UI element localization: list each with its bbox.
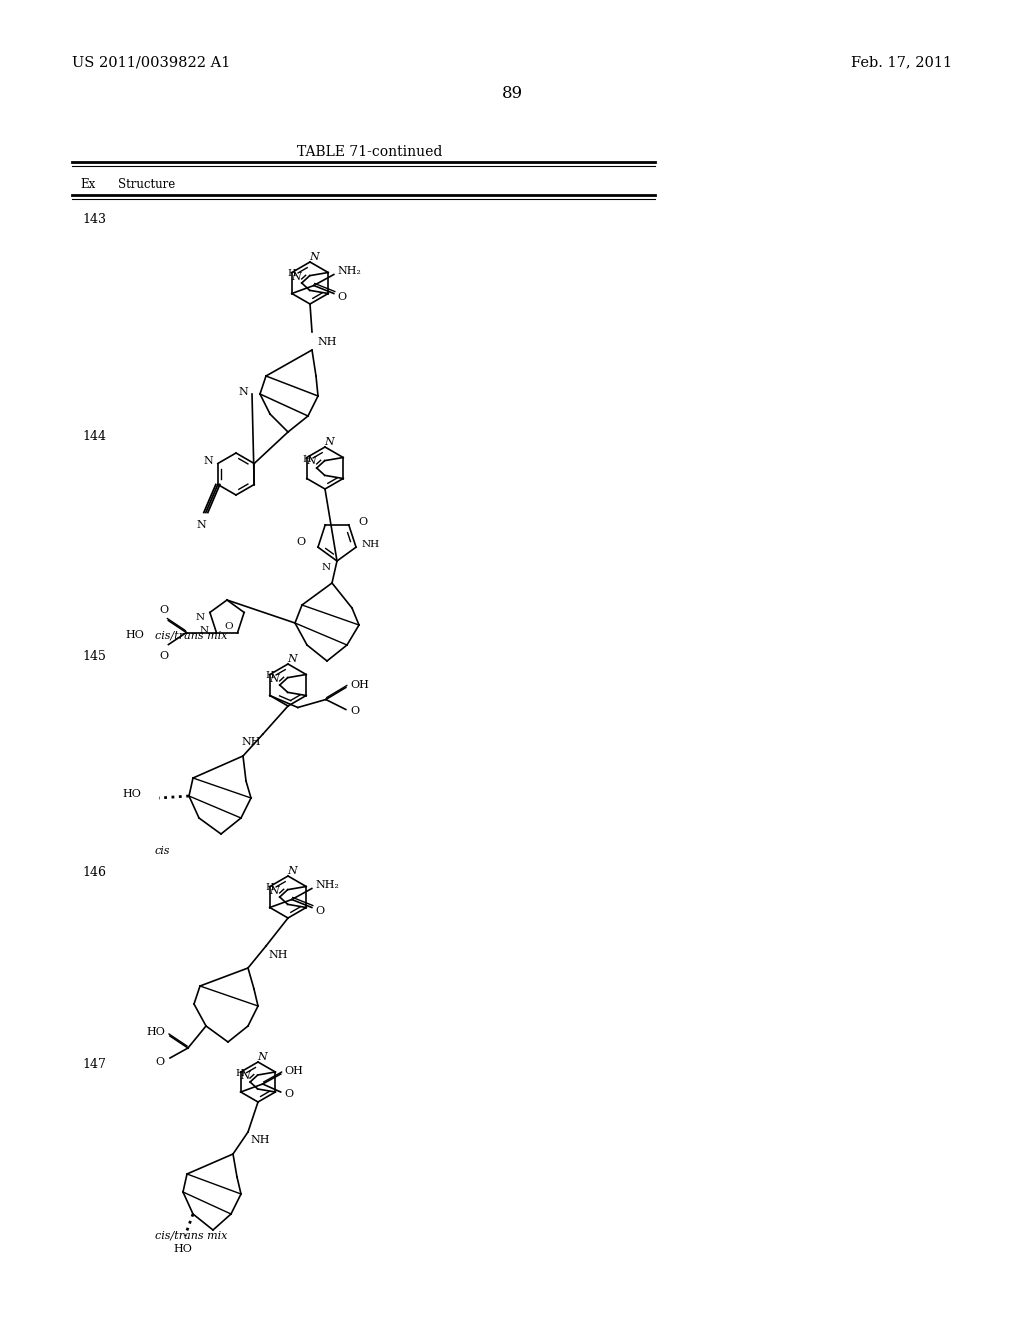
Text: N: N — [257, 1052, 267, 1063]
Text: N: N — [197, 520, 207, 531]
Text: O: O — [285, 1089, 294, 1100]
Text: N: N — [322, 562, 331, 572]
Text: NH: NH — [317, 337, 337, 347]
Text: 143: 143 — [82, 213, 106, 226]
Text: HO: HO — [122, 789, 141, 799]
Text: NH: NH — [268, 950, 288, 960]
Text: N: N — [269, 673, 279, 684]
Text: O: O — [156, 1057, 165, 1067]
Text: US 2011/0039822 A1: US 2011/0039822 A1 — [72, 55, 230, 69]
Text: NH: NH — [361, 540, 379, 549]
Text: O: O — [338, 292, 347, 301]
Text: cis: cis — [155, 846, 171, 855]
Text: H: H — [265, 672, 274, 681]
Text: O: O — [358, 517, 368, 527]
Text: Feb. 17, 2011: Feb. 17, 2011 — [851, 55, 952, 69]
Text: O: O — [160, 605, 169, 615]
Text: H: H — [265, 883, 274, 892]
Text: N: N — [287, 653, 297, 664]
Text: OH: OH — [351, 680, 370, 689]
Text: H: H — [302, 454, 311, 463]
Text: O: O — [160, 651, 169, 660]
Text: N: N — [306, 457, 315, 466]
Text: N: N — [325, 437, 334, 447]
Text: N: N — [240, 1071, 250, 1081]
Text: cis/trans mix: cis/trans mix — [155, 1230, 227, 1239]
Text: N: N — [287, 866, 297, 876]
Text: HO: HO — [173, 1243, 193, 1254]
Text: 147: 147 — [82, 1059, 105, 1071]
Text: NH: NH — [250, 1135, 269, 1144]
Text: H: H — [236, 1068, 245, 1077]
Text: N: N — [309, 252, 318, 261]
Text: OH: OH — [285, 1067, 303, 1076]
Text: TABLE 71-continued: TABLE 71-continued — [297, 145, 442, 158]
Text: N: N — [200, 626, 209, 635]
Text: O: O — [224, 622, 232, 631]
Text: Ex: Ex — [80, 178, 95, 191]
Text: 145: 145 — [82, 649, 105, 663]
Text: HO: HO — [146, 1027, 165, 1038]
Text: NH: NH — [242, 737, 261, 747]
Text: 144: 144 — [82, 430, 106, 444]
Text: 146: 146 — [82, 866, 106, 879]
Text: NH₂: NH₂ — [338, 267, 361, 276]
Text: O: O — [297, 537, 306, 548]
Text: cis/trans mix: cis/trans mix — [155, 630, 227, 640]
Text: N: N — [239, 387, 248, 397]
Text: N: N — [203, 457, 213, 466]
Text: 89: 89 — [502, 84, 522, 102]
Text: N: N — [269, 886, 279, 895]
Text: Structure: Structure — [118, 178, 175, 191]
Text: O: O — [315, 906, 325, 916]
Text: H: H — [288, 269, 296, 279]
Text: O: O — [351, 706, 360, 717]
Text: HO: HO — [126, 630, 144, 640]
Text: N: N — [196, 612, 205, 622]
Text: N: N — [291, 272, 301, 281]
Text: NH₂: NH₂ — [315, 880, 340, 891]
